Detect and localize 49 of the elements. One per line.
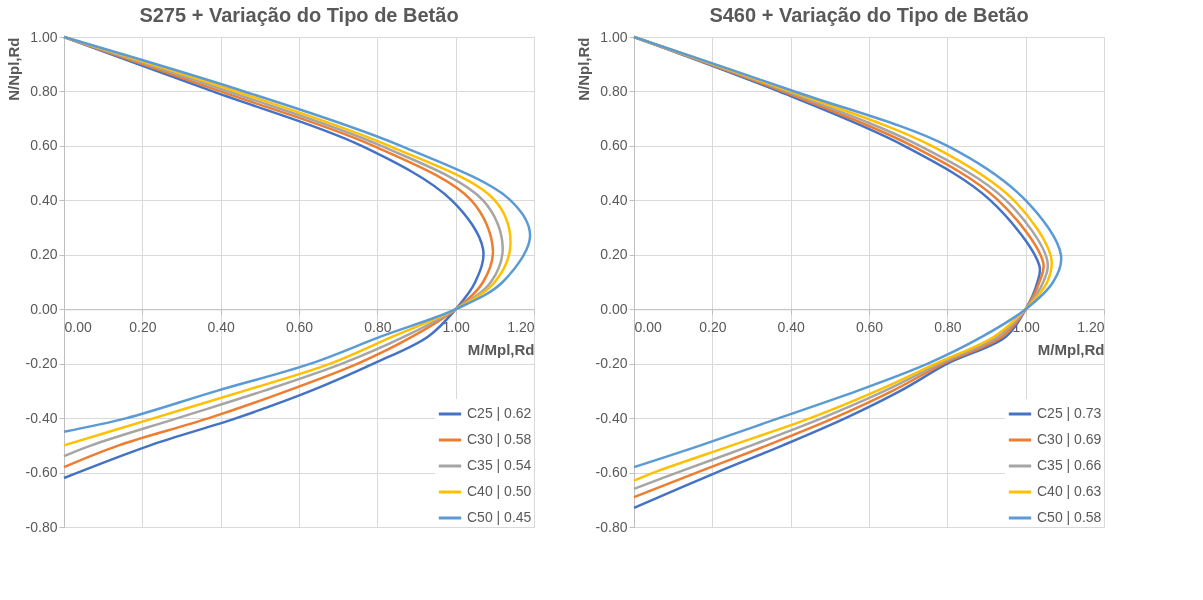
x-tick-label: 0.80 [934,318,962,335]
y-tick-label: 0.00 [600,300,628,317]
y-tick-label: -0.20 [25,355,58,372]
y-tick-label: 0.40 [600,191,628,208]
x-tick-label: 1.20 [1077,318,1105,335]
x-tick-label: 0.80 [364,318,392,335]
legend-label: C30 | 0.69 [1037,431,1102,447]
chart-title: S275 + Variação do Tipo de Betão [139,4,459,26]
x-tick-label: 1.00 [442,318,470,335]
legend-label: C50 | 0.58 [1037,509,1102,525]
x-tick-label: 0.20 [129,318,157,335]
legend-label: C40 | 0.50 [467,483,532,499]
x-axis-title: M/Mpl,Rd [467,340,535,358]
y-tick-label: 1.00 [600,28,628,45]
x-tick-label: 0.00 [634,318,662,335]
y-tick-label: -0.20 [595,355,628,372]
y-tick-label: 0.00 [30,300,58,317]
chart-title: S460 + Variação do Tipo de Betão [709,4,1029,26]
y-tick-label: -0.80 [25,518,58,535]
x-axis-title: M/Mpl,Rd [1037,340,1105,358]
legend-label: C40 | 0.63 [1037,483,1102,499]
legend-label: C35 | 0.66 [1037,457,1102,473]
x-tick-label: 0.20 [699,318,727,335]
y-tick-label: 0.60 [600,137,628,154]
y-tick-label: 1.00 [30,28,58,45]
y-tick-label: -0.40 [595,409,628,426]
legend-label: C25 | 0.62 [467,405,532,421]
y-tick-label: -0.60 [595,464,628,481]
y-tick-label: 0.80 [30,82,58,99]
y-tick-label: 0.40 [30,191,58,208]
legend-label: C35 | 0.54 [467,457,532,473]
x-tick-label: 0.40 [777,318,805,335]
y-tick-label: 0.60 [30,137,58,154]
legend-label: C25 | 0.73 [1037,405,1102,421]
y-tick-label: 0.20 [600,246,628,263]
x-tick-label: 0.60 [285,318,314,335]
y-tick-label: 0.20 [30,246,58,263]
y-axis-title: N/Npl,Rd [574,37,592,101]
x-tick-label: 0.40 [207,318,235,335]
x-tick-label: 0.60 [855,318,884,335]
y-tick-label: -0.40 [25,409,58,426]
y-tick-label: 0.80 [600,82,628,99]
y-tick-label: -0.60 [25,464,58,481]
x-tick-label: 0.00 [64,318,92,335]
legend-label: C50 | 0.45 [467,509,532,525]
legend-label: C30 | 0.58 [467,431,532,447]
y-tick-label: -0.80 [595,518,628,535]
x-tick-label: 1.20 [507,318,535,335]
y-axis-title: N/Npl,Rd [4,37,22,101]
